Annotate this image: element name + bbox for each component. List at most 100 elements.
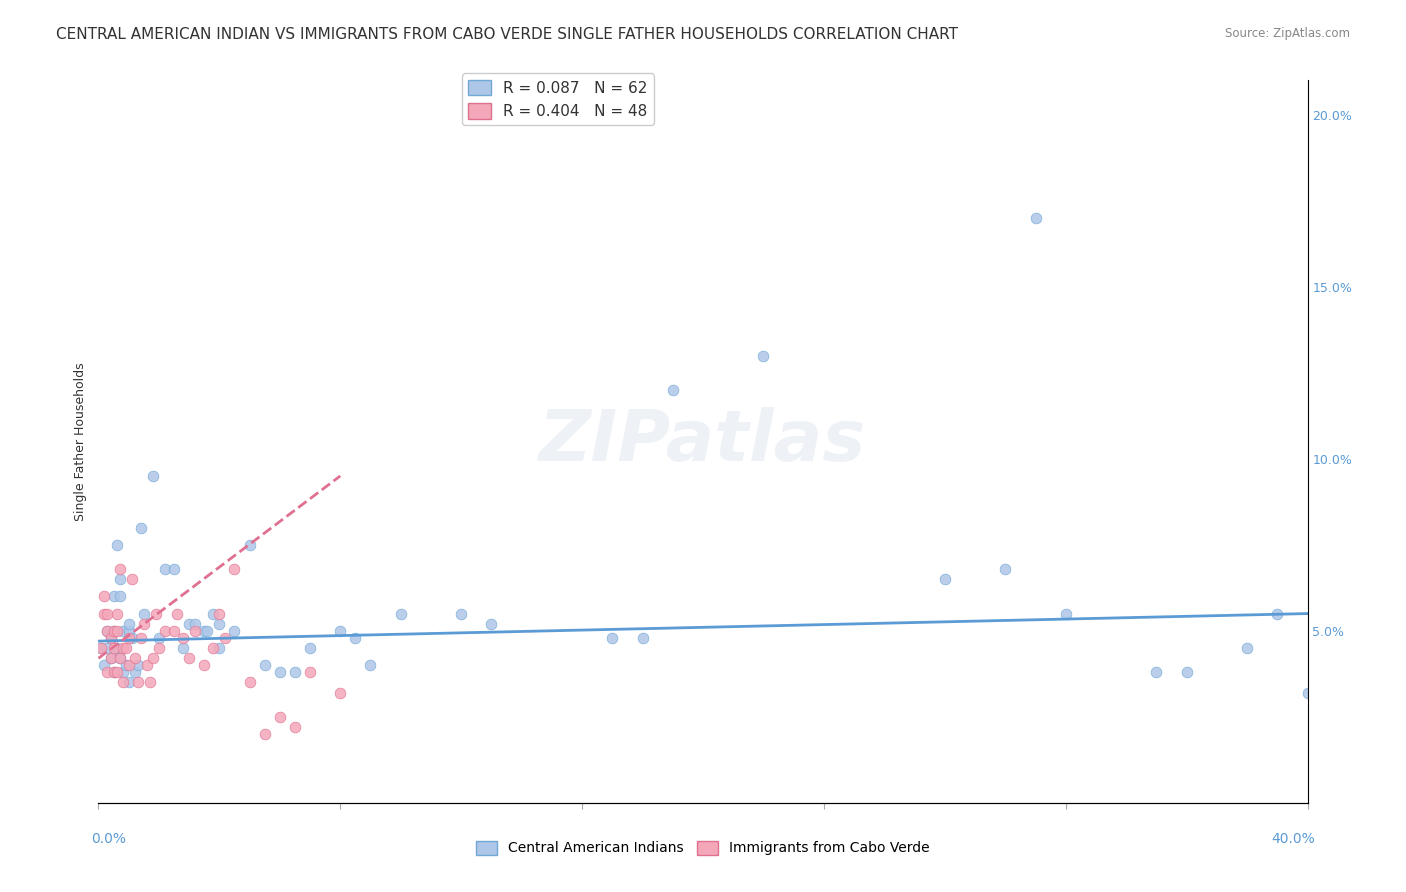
Point <box>1024 211 1046 225</box>
Point <box>108 651 131 665</box>
Point <box>208 640 231 655</box>
Point <box>661 383 683 397</box>
Point <box>253 727 276 741</box>
Point <box>208 607 231 621</box>
Point <box>299 665 322 679</box>
Point <box>118 631 141 645</box>
Point <box>172 631 194 645</box>
Point <box>103 665 125 679</box>
Point <box>105 665 128 679</box>
Point <box>100 631 122 645</box>
Point <box>145 607 167 621</box>
Point <box>994 562 1017 576</box>
Point <box>90 640 112 655</box>
Point <box>103 624 125 638</box>
Point <box>602 631 624 645</box>
Point <box>163 562 186 576</box>
Point <box>153 562 176 576</box>
Point <box>118 675 141 690</box>
Point <box>96 640 118 655</box>
Point <box>1175 665 1198 679</box>
Point <box>111 675 134 690</box>
Point <box>214 631 236 645</box>
Point <box>103 640 125 655</box>
Y-axis label: Single Father Households: Single Father Households <box>75 362 87 521</box>
Point <box>253 658 276 673</box>
Point <box>1236 640 1258 655</box>
Point <box>114 640 136 655</box>
Point <box>108 590 131 604</box>
Point <box>139 675 162 690</box>
Point <box>172 640 194 655</box>
Point <box>184 616 207 631</box>
Point <box>631 631 654 645</box>
Point <box>153 624 176 638</box>
Point <box>179 651 201 665</box>
Point <box>129 520 152 534</box>
Point <box>752 349 775 363</box>
Text: ZIPatlas: ZIPatlas <box>540 407 866 476</box>
Point <box>299 640 322 655</box>
Point <box>103 590 125 604</box>
Point <box>121 572 143 586</box>
Point <box>389 607 412 621</box>
Point <box>202 607 225 621</box>
Point <box>100 651 122 665</box>
Point <box>193 624 215 638</box>
Point <box>1296 686 1319 700</box>
Point <box>105 640 128 655</box>
Point <box>934 572 956 586</box>
Point <box>118 658 141 673</box>
Point <box>284 720 307 734</box>
Point <box>108 562 131 576</box>
Point <box>100 631 122 645</box>
Point <box>184 624 207 638</box>
Point <box>132 607 155 621</box>
Point <box>148 631 170 645</box>
Point <box>166 607 188 621</box>
Point <box>269 665 291 679</box>
Point <box>108 651 131 665</box>
Point <box>239 675 262 690</box>
Point <box>96 607 118 621</box>
Point <box>208 616 231 631</box>
Point <box>105 624 128 638</box>
Point <box>100 651 122 665</box>
Point <box>96 624 118 638</box>
Point <box>124 665 146 679</box>
Point <box>127 675 149 690</box>
Point <box>1267 607 1289 621</box>
Point <box>103 665 125 679</box>
Text: 0.0%: 0.0% <box>91 832 127 846</box>
Point <box>481 616 503 631</box>
Point <box>135 658 157 673</box>
Point <box>239 538 262 552</box>
Point <box>195 624 218 638</box>
Point <box>269 710 291 724</box>
Point <box>105 538 128 552</box>
Point <box>105 607 128 621</box>
Point <box>329 624 352 638</box>
Point <box>111 640 134 655</box>
Point <box>118 616 141 631</box>
Point <box>1144 665 1167 679</box>
Point <box>129 631 152 645</box>
Point <box>148 640 170 655</box>
Text: CENTRAL AMERICAN INDIAN VS IMMIGRANTS FROM CABO VERDE SINGLE FATHER HOUSEHOLDS C: CENTRAL AMERICAN INDIAN VS IMMIGRANTS FR… <box>56 27 959 42</box>
Point <box>360 658 382 673</box>
Point <box>111 624 134 638</box>
Point <box>193 658 215 673</box>
Point <box>96 624 118 638</box>
Point <box>284 665 307 679</box>
Point <box>114 658 136 673</box>
Point <box>142 651 165 665</box>
Point <box>344 631 367 645</box>
Point <box>202 640 225 655</box>
Point <box>1054 607 1077 621</box>
Point <box>124 651 146 665</box>
Legend: Central American Indians, Immigrants from Cabo Verde: Central American Indians, Immigrants fro… <box>471 835 935 861</box>
Point <box>93 658 115 673</box>
Point <box>103 624 125 638</box>
Point <box>121 631 143 645</box>
Text: Source: ZipAtlas.com: Source: ZipAtlas.com <box>1225 27 1350 40</box>
